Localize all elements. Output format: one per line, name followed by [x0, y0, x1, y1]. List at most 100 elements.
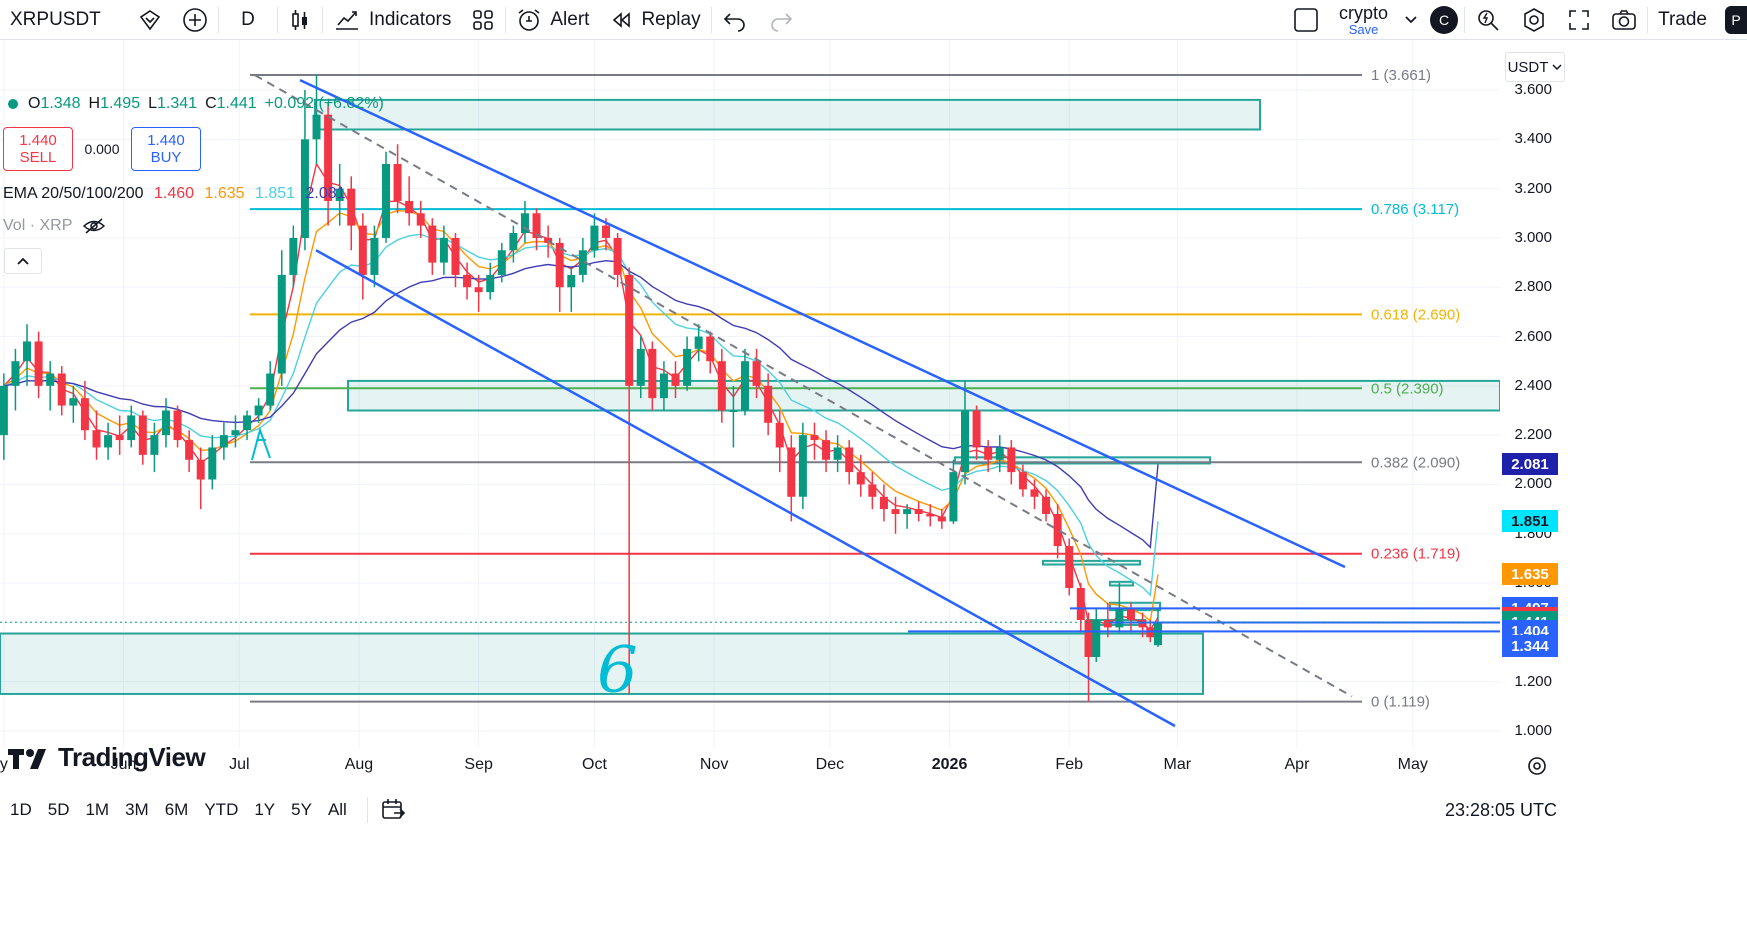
candle-body — [1154, 622, 1162, 646]
price-chart[interactable]: 1 (3.661) 0.786 (3.117) 0.618 (2.690) 0.5 (… — [0, 40, 1568, 785]
separator — [322, 6, 323, 33]
candle-body — [1076, 587, 1085, 621]
candle-body — [509, 233, 518, 251]
chart-pane[interactable]: 1 (3.661) 0.786 (3.117) 0.618 (2.690) 0.5 (… — [0, 40, 1568, 785]
zone-rectangle — [1042, 559, 1141, 566]
candle-body — [891, 509, 900, 515]
price-axis[interactable]: 1.0001.2001.4001.6001.8002.0002.2002.400… — [1500, 40, 1568, 748]
candle-body — [416, 213, 425, 226]
range-ytd[interactable]: YTD — [204, 800, 239, 819]
add-symbol-button[interactable] — [172, 0, 218, 40]
price-tick-label: 3.200 — [1514, 179, 1552, 197]
volume-legend[interactable]: Vol · XRP — [3, 217, 106, 235]
buy-button[interactable]: 1.440 BUY — [131, 127, 201, 171]
candle-body — [1042, 496, 1051, 515]
candle-body — [775, 422, 784, 448]
indicators-button[interactable]: Indicators — [323, 0, 461, 40]
candle-body — [706, 336, 715, 362]
layout-toggle-button[interactable] — [1283, 0, 1329, 40]
ema100-value: 1.851 — [255, 185, 296, 202]
right-panel-edge — [1568, 40, 1747, 830]
clock[interactable]: 23:28:05 UTC — [1444, 800, 1557, 820]
candle-body — [845, 447, 854, 473]
grid-icon — [473, 9, 494, 30]
layout-name: crypto — [1339, 2, 1389, 23]
candle-body — [161, 410, 170, 436]
range-1d[interactable]: 1D — [10, 800, 32, 819]
separator — [710, 6, 712, 33]
ema-title: EMA 20/50/100/200 — [3, 185, 144, 202]
snapshot-button[interactable] — [1601, 0, 1647, 40]
candle-body — [659, 373, 668, 399]
range-1m[interactable]: 1M — [85, 800, 110, 819]
tradingview-logo[interactable]: TradingView — [8, 742, 206, 773]
tradingview-logo-icon — [8, 748, 46, 769]
drawings[interactable]: 6 — [0, 74, 1500, 728]
layout-name-button[interactable]: crypto Save — [1329, 0, 1398, 40]
ema-line — [3, 233, 1159, 597]
interval-button[interactable]: D — [219, 0, 277, 40]
high-value: 1.495 — [100, 95, 141, 112]
undo-icon — [723, 12, 745, 32]
fib-level-label: 1 (3.661) — [1371, 67, 1431, 84]
date-range-button[interactable] — [380, 797, 406, 823]
candle-body — [23, 341, 32, 362]
eye-hidden-icon[interactable] — [82, 217, 106, 235]
time-tick-label: May — [1397, 756, 1428, 773]
chart-settings-button[interactable] — [1525, 754, 1549, 783]
fullscreen-button[interactable] — [1557, 0, 1601, 40]
fibonacci-retracement[interactable]: 1 (3.661) 0.786 (3.117) 0.618 (2.690) 0.5 (… — [250, 67, 1460, 711]
range-3m[interactable]: 3M — [125, 800, 149, 819]
candle-body — [46, 373, 55, 386]
undo-button[interactable] — [712, 0, 758, 40]
trade-button[interactable]: Trade — [1648, 0, 1717, 40]
publish-button[interactable]: P — [1717, 0, 1747, 40]
candle-body — [926, 514, 935, 517]
buy-price: 1.440 — [147, 131, 185, 149]
top-toolbar: XRPUSDT D Indicators Alert Replay crypto… — [0, 0, 1747, 40]
price-tag: 1.344 — [1502, 635, 1558, 658]
candle-body — [300, 139, 309, 238]
candle-body — [92, 430, 101, 448]
indicators-icon — [336, 10, 358, 30]
range-5d[interactable]: 5D — [47, 800, 70, 819]
sell-button[interactable]: 1.440 SELL — [3, 127, 73, 171]
candle-body — [717, 361, 726, 411]
time-axis[interactable]: y Jun Jul Aug Sep Oct Nov Dec 2026 Feb Mar Apr May — [0, 748, 1568, 784]
range-1y[interactable]: 1Y — [254, 800, 276, 819]
candle-body — [393, 163, 402, 201]
replay-button[interactable]: Replay — [599, 0, 710, 40]
low-value: 1.341 — [157, 95, 198, 112]
fib-level-label: 0.236 (1.719) — [1371, 546, 1460, 563]
ema-legend[interactable]: EMA 20/50/100/200 1.460 1.635 1.851 2.08… — [3, 185, 352, 203]
layout-menu-button[interactable] — [1398, 0, 1424, 40]
footer-blank — [0, 830, 1747, 925]
compare-button[interactable] — [128, 0, 172, 40]
interval-label: D — [241, 8, 255, 30]
range-all[interactable]: All — [327, 800, 347, 819]
collapse-legend-button[interactable] — [4, 248, 42, 274]
templates-button[interactable] — [461, 0, 505, 40]
price-tick-label: 2.800 — [1514, 278, 1552, 296]
price-tick-label: 2.400 — [1514, 376, 1552, 394]
candles-icon — [292, 9, 307, 30]
currency-select[interactable]: USDT — [1505, 52, 1565, 82]
candle-body — [196, 459, 205, 480]
chart-type-button[interactable] — [278, 0, 322, 40]
alert-button[interactable]: Alert — [506, 0, 599, 40]
range-6m[interactable]: 6M — [164, 800, 189, 819]
separator — [1464, 6, 1466, 33]
symbol-search-button[interactable]: XRPUSDT — [0, 0, 128, 40]
logo-text: TradingView — [58, 742, 206, 772]
range-5y[interactable]: 5Y — [291, 800, 312, 819]
settings-button[interactable] — [1511, 0, 1557, 40]
account-button[interactable]: C — [1424, 0, 1464, 40]
candle-body — [486, 274, 495, 293]
candle-body — [1115, 607, 1124, 628]
candle-body — [995, 447, 1004, 460]
redo-button[interactable] — [758, 0, 804, 40]
quick-search-button[interactable] — [1465, 0, 1511, 40]
price-tick-label: 2.200 — [1514, 426, 1552, 444]
zone-rectangle — [347, 379, 1501, 412]
candle-body — [185, 440, 194, 460]
